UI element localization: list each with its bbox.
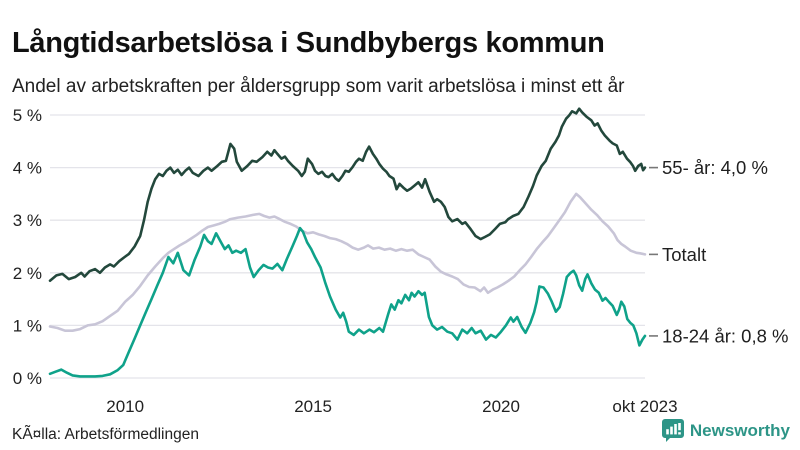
x-axis-tick-label: 2020 — [482, 397, 520, 416]
series-end-label-totalt: Totalt — [662, 244, 706, 265]
newsworthy-bar-chart-icon — [661, 419, 684, 442]
y-axis-tick-label: 0 % — [13, 369, 42, 388]
x-axis-tick-label: 2015 — [294, 397, 332, 416]
newsworthy-wordmark: Newsworthy — [689, 421, 790, 440]
series-end-label-55-ar: 55- år: 4,0 % — [662, 157, 768, 178]
y-axis-tick-label: 2 % — [13, 264, 42, 283]
series-end-label-18-24-ar: 18-24 år: 0,8 % — [662, 325, 789, 346]
source-note: KÃ¤lla: Arbetsförmedlingen — [12, 426, 199, 443]
x-axis-tick-label: okt 2023 — [612, 397, 677, 416]
series-line-55-ar — [48, 107, 647, 283]
page-subtitle: Andel av arbetskraften per åldersgrupp s… — [12, 76, 625, 97]
y-axis-tick-label: 4 % — [13, 159, 42, 178]
y-axis-tick-label: 3 % — [13, 211, 42, 230]
y-axis-tick-label: 5 % — [13, 106, 42, 125]
y-axis-tick-label: 1 % — [13, 316, 42, 335]
page-title: Långtidsarbetslösa i Sundbybergs kommun — [12, 27, 605, 60]
newsworthy-logo: Newsworthy — [661, 419, 790, 443]
series-line-totalt — [48, 192, 647, 333]
series-line-18-24-ar — [48, 226, 647, 378]
x-axis-tick-label: 2010 — [106, 397, 144, 416]
